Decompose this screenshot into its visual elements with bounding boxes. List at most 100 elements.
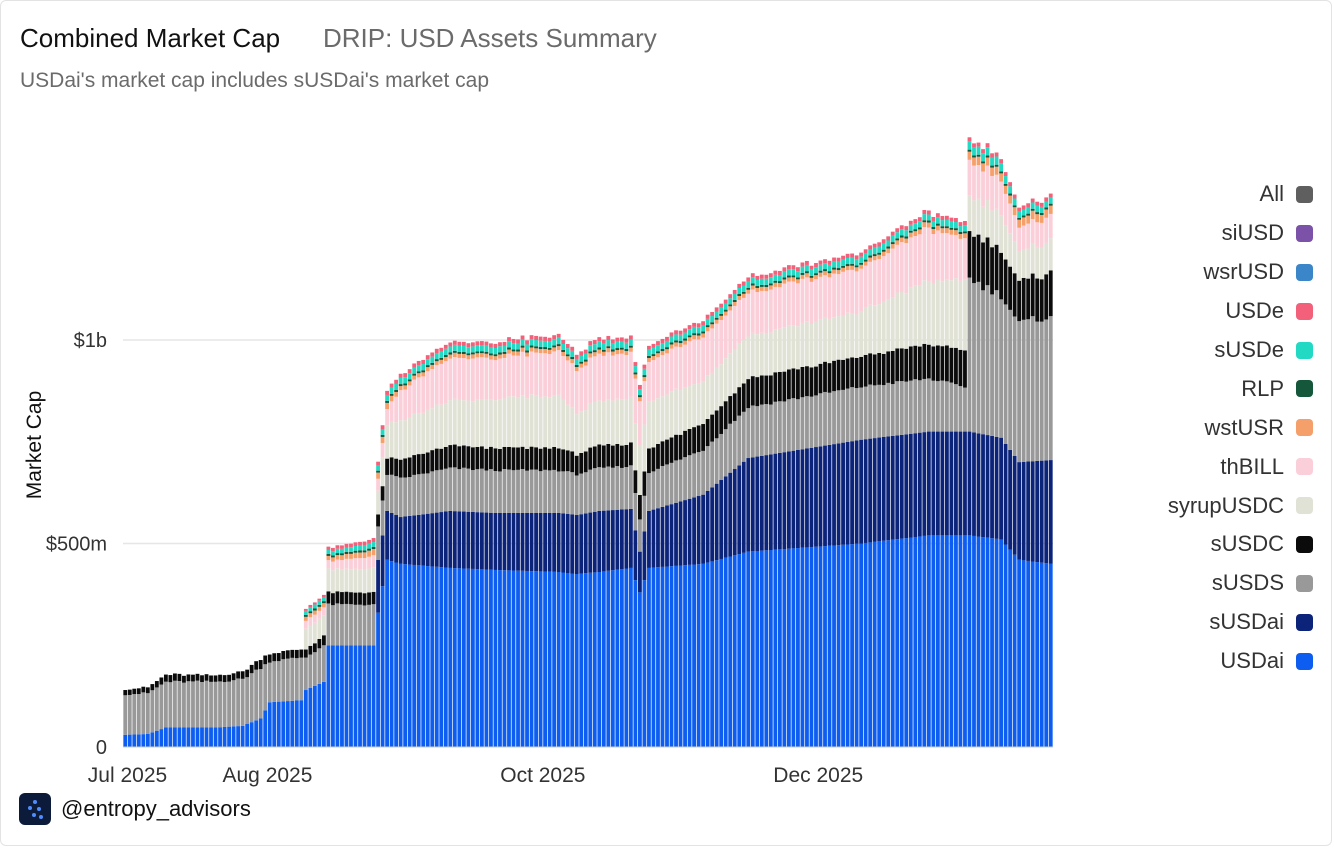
bar-segment-susdc — [818, 363, 823, 394]
bar-segment-susds — [430, 471, 435, 514]
bar-segment-susdc — [926, 344, 931, 379]
bar-segment-syrupusdc — [999, 215, 1003, 253]
footer-handle[interactable]: @entropy_advisors — [61, 796, 251, 821]
bar-segment-susds — [376, 526, 380, 560]
bar-segment-wstusr — [705, 327, 710, 332]
bar-segment-rlp — [926, 220, 931, 223]
bar-segment-susds — [191, 681, 195, 728]
bar-segment-syrupusdc — [457, 399, 462, 447]
bar-segment-wstusr — [1030, 210, 1035, 220]
bar-segment-wstusr — [926, 222, 931, 228]
legend-item-thbill[interactable]: thBILL — [1093, 447, 1313, 486]
bar-segment-wstusr — [615, 350, 620, 355]
bar-segment-usdai — [312, 685, 317, 747]
bar-segment-thbill — [832, 273, 836, 318]
bar-segment-syrupusdc — [452, 398, 457, 445]
bar-segment-usde — [583, 349, 588, 354]
bar-segment-susde — [561, 343, 566, 350]
bar-segment-susds — [1044, 319, 1049, 461]
bar-segment-thbill — [588, 357, 593, 404]
bar-segment-thbill — [1003, 193, 1008, 226]
bar-segment-syrupusdc — [796, 326, 800, 370]
bar-segment-susds — [480, 468, 484, 513]
bar-segment-syrupusdc — [958, 280, 963, 350]
bar-segment-susdc — [213, 675, 218, 682]
bar-segment-usde — [615, 337, 620, 342]
bar-segment-rlp — [601, 349, 606, 352]
legend-item-usdai[interactable]: USDai — [1093, 642, 1313, 681]
bar-segment-rlp — [922, 220, 927, 223]
bar-segment-usdai — [407, 564, 412, 747]
bar-segment-susdc — [561, 449, 566, 472]
bar-segment-usdai — [624, 568, 629, 747]
bar-segment-rlp — [859, 262, 864, 265]
bar-segment-syrupusdc — [985, 200, 990, 238]
bar-segment-usde — [755, 275, 760, 280]
footer: @entropy_advisors — [19, 793, 251, 825]
legend-item-syrupusdc[interactable]: syrupUSDC — [1093, 486, 1313, 525]
bar-segment-usdai — [619, 569, 624, 747]
bar-segment-rlp — [303, 614, 308, 617]
bar-segment-susdai — [601, 510, 606, 572]
bar-segment-wstusr — [619, 349, 624, 354]
bar-segment-thbill — [728, 310, 733, 354]
bar-segment-usde — [922, 209, 927, 215]
bar-segment-syrupusdc — [403, 420, 408, 459]
bar-segment-thbill — [421, 376, 426, 413]
bar-segment-susds — [728, 423, 733, 473]
bar-segment-wstusr — [538, 349, 543, 354]
bar-segment-susde — [656, 345, 660, 352]
bar-segment-rlp — [511, 349, 516, 352]
bar-segment-thbill — [434, 365, 439, 405]
bar-segment-susdai — [511, 512, 516, 571]
legend-item-susde[interactable]: sUSDe — [1093, 331, 1313, 370]
bar-segment-susds — [832, 391, 836, 445]
bar-segment-susdai — [872, 438, 877, 542]
legend-item-siusd[interactable]: siUSD — [1093, 214, 1313, 253]
bar-segment-usdai — [750, 551, 755, 747]
bar-segment-susde — [759, 278, 764, 285]
bar-segment-susdc — [958, 349, 963, 387]
bar-segment-rlp — [660, 348, 665, 352]
bar-segment-usdai — [484, 569, 489, 747]
bar-segment-susde — [796, 271, 800, 278]
bar-segment-susds — [177, 681, 182, 728]
legend-item-rlp[interactable]: RLP — [1093, 369, 1313, 408]
bar-segment-rlp — [827, 271, 832, 274]
bar-segment-thbill — [371, 555, 376, 568]
bar-segment-susdai — [972, 432, 976, 536]
legend-item-wstusr[interactable]: wstUSR — [1093, 408, 1313, 447]
bar-segment-rlp — [904, 236, 909, 239]
bar-segment-thbill — [868, 261, 873, 305]
bar-segment-susde — [583, 353, 588, 360]
bar-segment-syrupusdc — [326, 568, 331, 592]
bar-segment-susde — [326, 549, 331, 554]
bar-segment-susde — [1039, 206, 1044, 213]
bar-segment-susde — [714, 311, 719, 318]
bar-segment-wstusr — [303, 616, 308, 621]
bar-segment-syrupusdc — [570, 407, 575, 452]
bar-segment-thbill — [764, 291, 769, 334]
bar-segment-rlp — [547, 347, 552, 350]
bar-segment-susdc — [389, 457, 394, 475]
bar-segment-susde — [981, 153, 985, 162]
legend-label: sUSDe — [1214, 337, 1284, 362]
bar-segment-thbill — [741, 297, 746, 341]
bar-segment-wstusr — [583, 361, 588, 366]
legend-item-susds[interactable]: sUSDS — [1093, 564, 1313, 603]
legend-item-all[interactable]: All — [1093, 175, 1313, 214]
bar-segment-susdai — [719, 480, 724, 559]
legend-item-wsrusd[interactable]: wsrUSD — [1093, 253, 1313, 292]
bar-segment-susdai — [597, 510, 602, 572]
bar-segment-usde — [678, 330, 683, 335]
legend-item-susdc[interactable]: sUSDC — [1093, 525, 1313, 564]
legend-item-susdai[interactable]: sUSDai — [1093, 603, 1313, 642]
bar-segment-thbill — [759, 290, 764, 333]
bar-segment-wstusr — [800, 274, 805, 279]
bar-segment-susds — [746, 408, 751, 459]
bar-segment-susde — [746, 281, 751, 288]
bar-segment-susdc — [642, 471, 647, 496]
legend-item-usde[interactable]: USDe — [1093, 292, 1313, 331]
bar-segment-usdai — [317, 683, 322, 747]
bar-segment-usde — [877, 242, 882, 247]
